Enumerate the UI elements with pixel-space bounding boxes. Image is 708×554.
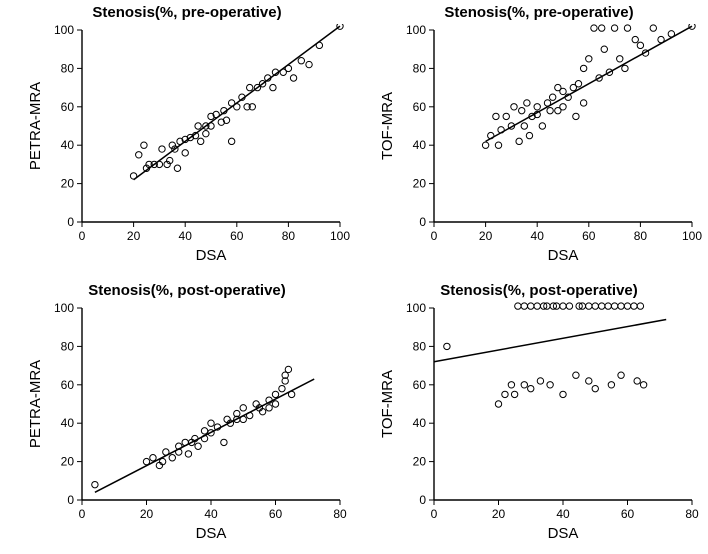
figure: Stenosis(%, pre-operative) 0204060801000… [0, 0, 708, 554]
svg-text:PETRA-MRA: PETRA-MRA [27, 82, 44, 170]
svg-text:PETRA-MRA: PETRA-MRA [27, 360, 44, 448]
svg-text:100: 100 [406, 301, 426, 315]
svg-text:80: 80 [61, 61, 75, 75]
plot-svg: 0 20 40 60 80 100 0 20 40 60 80 100 DSA PETRA-MRA [20, 4, 354, 274]
svg-text:100: 100 [406, 23, 426, 37]
panel-bottom-left: Stenosis(%, post-operative) 0 20 40 60 80 0 20… [20, 282, 354, 552]
svg-text:60: 60 [582, 229, 596, 243]
svg-text:40: 40 [556, 507, 570, 521]
svg-text:60: 60 [621, 507, 635, 521]
svg-text:DSA: DSA [196, 247, 227, 264]
panel-top-left: Stenosis(%, pre-operative) 0204060801000… [20, 4, 354, 274]
svg-text:40: 40 [413, 416, 427, 430]
svg-text:20: 20 [127, 229, 141, 243]
svg-text:80: 80 [333, 507, 347, 521]
plot-svg: 0 20 40 60 80 0 20 40 60 80 100 DSA TOF-MRA [372, 282, 706, 552]
svg-text:20: 20 [140, 507, 154, 521]
svg-text:0: 0 [67, 493, 74, 507]
svg-text:100: 100 [682, 229, 702, 243]
svg-text:20: 20 [413, 455, 427, 469]
svg-text:40: 40 [61, 138, 75, 152]
svg-text:0: 0 [419, 493, 426, 507]
svg-text:80: 80 [413, 339, 427, 353]
svg-text:80: 80 [282, 229, 296, 243]
svg-text:20: 20 [492, 507, 506, 521]
panel-title: Stenosis(%, pre-operative) [372, 4, 706, 21]
svg-text:20: 20 [61, 177, 75, 191]
plot-svg: 0 20 40 60 80 0 20 40 60 80 100 DSA PETRA-MRA [20, 282, 354, 552]
svg-text:80: 80 [61, 339, 75, 353]
panel-bottom-right: Stenosis(%, post-operative) 0 20 40 60 80 0 20… [372, 282, 706, 552]
panel-title: Stenosis(%, post-operative) [372, 282, 706, 299]
panel-title: Stenosis(%, pre-operative) [20, 4, 354, 21]
svg-text:80: 80 [685, 507, 699, 521]
svg-text:TOF-MRA: TOF-MRA [379, 92, 396, 160]
svg-text:60: 60 [61, 100, 75, 114]
svg-text:40: 40 [179, 229, 193, 243]
svg-text:100: 100 [54, 301, 74, 315]
plot-svg: 0 20 40 60 80 100 0 20 40 60 80 100 DSA TOF-MRA [372, 4, 706, 274]
svg-text:40: 40 [413, 138, 427, 152]
svg-text:0: 0 [431, 229, 438, 243]
svg-text:100: 100 [54, 23, 74, 37]
svg-text:40: 40 [204, 507, 218, 521]
svg-text:DSA: DSA [196, 525, 227, 542]
svg-text:60: 60 [413, 378, 427, 392]
svg-text:60: 60 [413, 100, 427, 114]
svg-text:0: 0 [79, 507, 86, 521]
svg-text:20: 20 [479, 229, 493, 243]
svg-text:0: 0 [419, 215, 426, 229]
svg-text:40: 40 [61, 416, 75, 430]
svg-text:0: 0 [431, 507, 438, 521]
svg-text:TOF-MRA: TOF-MRA [379, 370, 396, 438]
svg-text:80: 80 [413, 61, 427, 75]
svg-text:20: 20 [61, 455, 75, 469]
svg-text:20: 20 [413, 177, 427, 191]
svg-text:60: 60 [269, 507, 283, 521]
svg-text:60: 60 [61, 378, 75, 392]
svg-text:DSA: DSA [548, 247, 579, 264]
svg-text:60: 60 [230, 229, 244, 243]
svg-text:DSA: DSA [548, 525, 579, 542]
svg-text:40: 40 [531, 229, 545, 243]
panel-title: Stenosis(%, post-operative) [20, 282, 354, 299]
svg-text:0: 0 [79, 229, 86, 243]
svg-text:100: 100 [330, 229, 350, 243]
svg-text:0: 0 [67, 215, 74, 229]
panel-top-right: Stenosis(%, pre-operative) 0204060801000… [372, 4, 706, 274]
svg-text:80: 80 [634, 229, 648, 243]
